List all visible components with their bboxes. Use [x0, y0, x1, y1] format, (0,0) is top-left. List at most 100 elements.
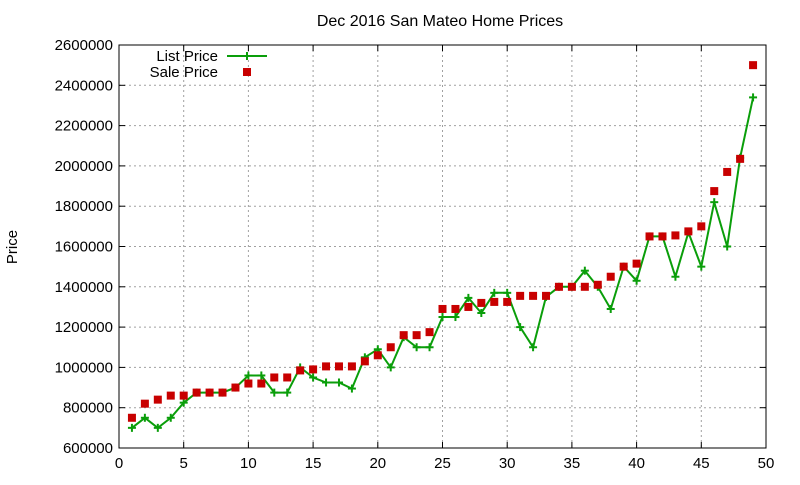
sale-price-point [360, 357, 369, 366]
sale-price-point [179, 391, 188, 400]
sale-price-point [710, 187, 719, 196]
y-tick-label: 1000000 [55, 359, 113, 376]
sale-price-point [542, 291, 551, 300]
list-price-point [516, 323, 525, 332]
plot-border [118, 44, 767, 449]
sale-price-point [412, 331, 421, 340]
sale-price-point [580, 282, 589, 291]
list-price-point [309, 373, 318, 382]
sale-price-point [140, 399, 149, 408]
sale-price-point [567, 282, 576, 291]
list-price-point [464, 293, 473, 302]
list-price-point [322, 378, 331, 387]
y-tick-label: 2000000 [55, 158, 113, 175]
y-tick-label: 1600000 [55, 239, 113, 256]
sale-price-point [192, 388, 201, 397]
sale-price-point [153, 395, 162, 404]
sale-price-point [244, 379, 253, 388]
y-tick-label: 2200000 [55, 118, 113, 135]
x-tick-label: 15 [305, 455, 322, 472]
list-price-point [438, 313, 447, 322]
sale-price-point [723, 167, 732, 176]
x-tick-label: 30 [499, 455, 516, 472]
sale-price-point [749, 61, 758, 70]
list-price-point [710, 198, 719, 207]
y-tick-label: 1800000 [55, 198, 113, 215]
x-tick-label: 25 [434, 455, 451, 472]
list-price-point [580, 266, 589, 275]
y-tick-label: 2400000 [55, 77, 113, 94]
sale-price-point [632, 259, 641, 268]
x-tick-label: 35 [564, 455, 581, 472]
list-price-point [386, 363, 395, 372]
list-price-point [529, 343, 538, 352]
sale-price-point [606, 272, 615, 281]
sale-price-point [386, 343, 395, 352]
sale-price-point [283, 373, 292, 382]
list-price-point [153, 423, 162, 432]
list-price-point [490, 288, 499, 297]
sale-price-point [322, 362, 331, 371]
sale-price-point [645, 232, 654, 241]
sale-price-point [166, 391, 175, 400]
sale-price-point [334, 362, 343, 371]
sale-price-point [464, 302, 473, 311]
list-price-point [179, 398, 188, 407]
legend-swatch-sale-price [243, 68, 251, 76]
list-price-point [632, 276, 641, 285]
y-tick-label: 1200000 [55, 319, 113, 336]
list-price-point [503, 288, 512, 297]
y-tick-label: 1400000 [55, 279, 113, 296]
list-price-point [425, 343, 434, 352]
list-price-point [166, 413, 175, 422]
sale-price-point [257, 379, 266, 388]
y-tick-label: 800000 [63, 400, 113, 417]
legend-label-list-price: List Price [156, 48, 218, 65]
legend-label-sale-price: Sale Price [150, 64, 218, 81]
sale-price-point [347, 362, 356, 371]
y-tick-label: 2600000 [55, 37, 113, 54]
sale-price-point [425, 328, 434, 337]
sale-price-point [684, 227, 693, 236]
sale-price-point [593, 280, 602, 289]
sale-price-point [490, 297, 499, 306]
y-axis-label: Price [4, 230, 21, 264]
list-price-point [606, 304, 615, 313]
x-tick-label: 40 [628, 455, 645, 472]
x-tick-label: 50 [758, 455, 775, 472]
sale-price-point [451, 304, 460, 313]
x-tick-label: 45 [693, 455, 710, 472]
list-price-point [451, 313, 460, 322]
sale-price-point [205, 388, 214, 397]
sale-price-point [296, 366, 305, 375]
sale-price-point [231, 383, 240, 392]
sale-price-point [218, 388, 227, 397]
list-price-point [723, 242, 732, 251]
sale-price-point [736, 154, 745, 163]
list-price-point [140, 413, 149, 422]
sale-price-point [658, 232, 667, 241]
list-price-point [477, 308, 486, 317]
grid [119, 45, 766, 448]
x-tick-label: 10 [240, 455, 257, 472]
list-price-point [697, 262, 706, 271]
list-price-point [244, 371, 253, 380]
sale-price-point [554, 282, 563, 291]
sale-price-point [529, 291, 538, 300]
sale-price-point [619, 262, 628, 271]
list-price-point [257, 371, 266, 380]
sale-price-point [516, 291, 525, 300]
series [127, 61, 758, 432]
sale-price-point [127, 413, 136, 422]
list-price-point [334, 378, 343, 387]
chart-title: Dec 2016 San Mateo Home Prices [317, 13, 563, 30]
x-tick-label: 0 [115, 455, 123, 472]
list-price-point [347, 384, 356, 393]
sale-price-point [309, 365, 318, 374]
x-tick-label: 20 [369, 455, 386, 472]
sale-price-point [503, 297, 512, 306]
legend: List Price Sale Price [150, 48, 267, 81]
sale-price-point [697, 222, 706, 231]
